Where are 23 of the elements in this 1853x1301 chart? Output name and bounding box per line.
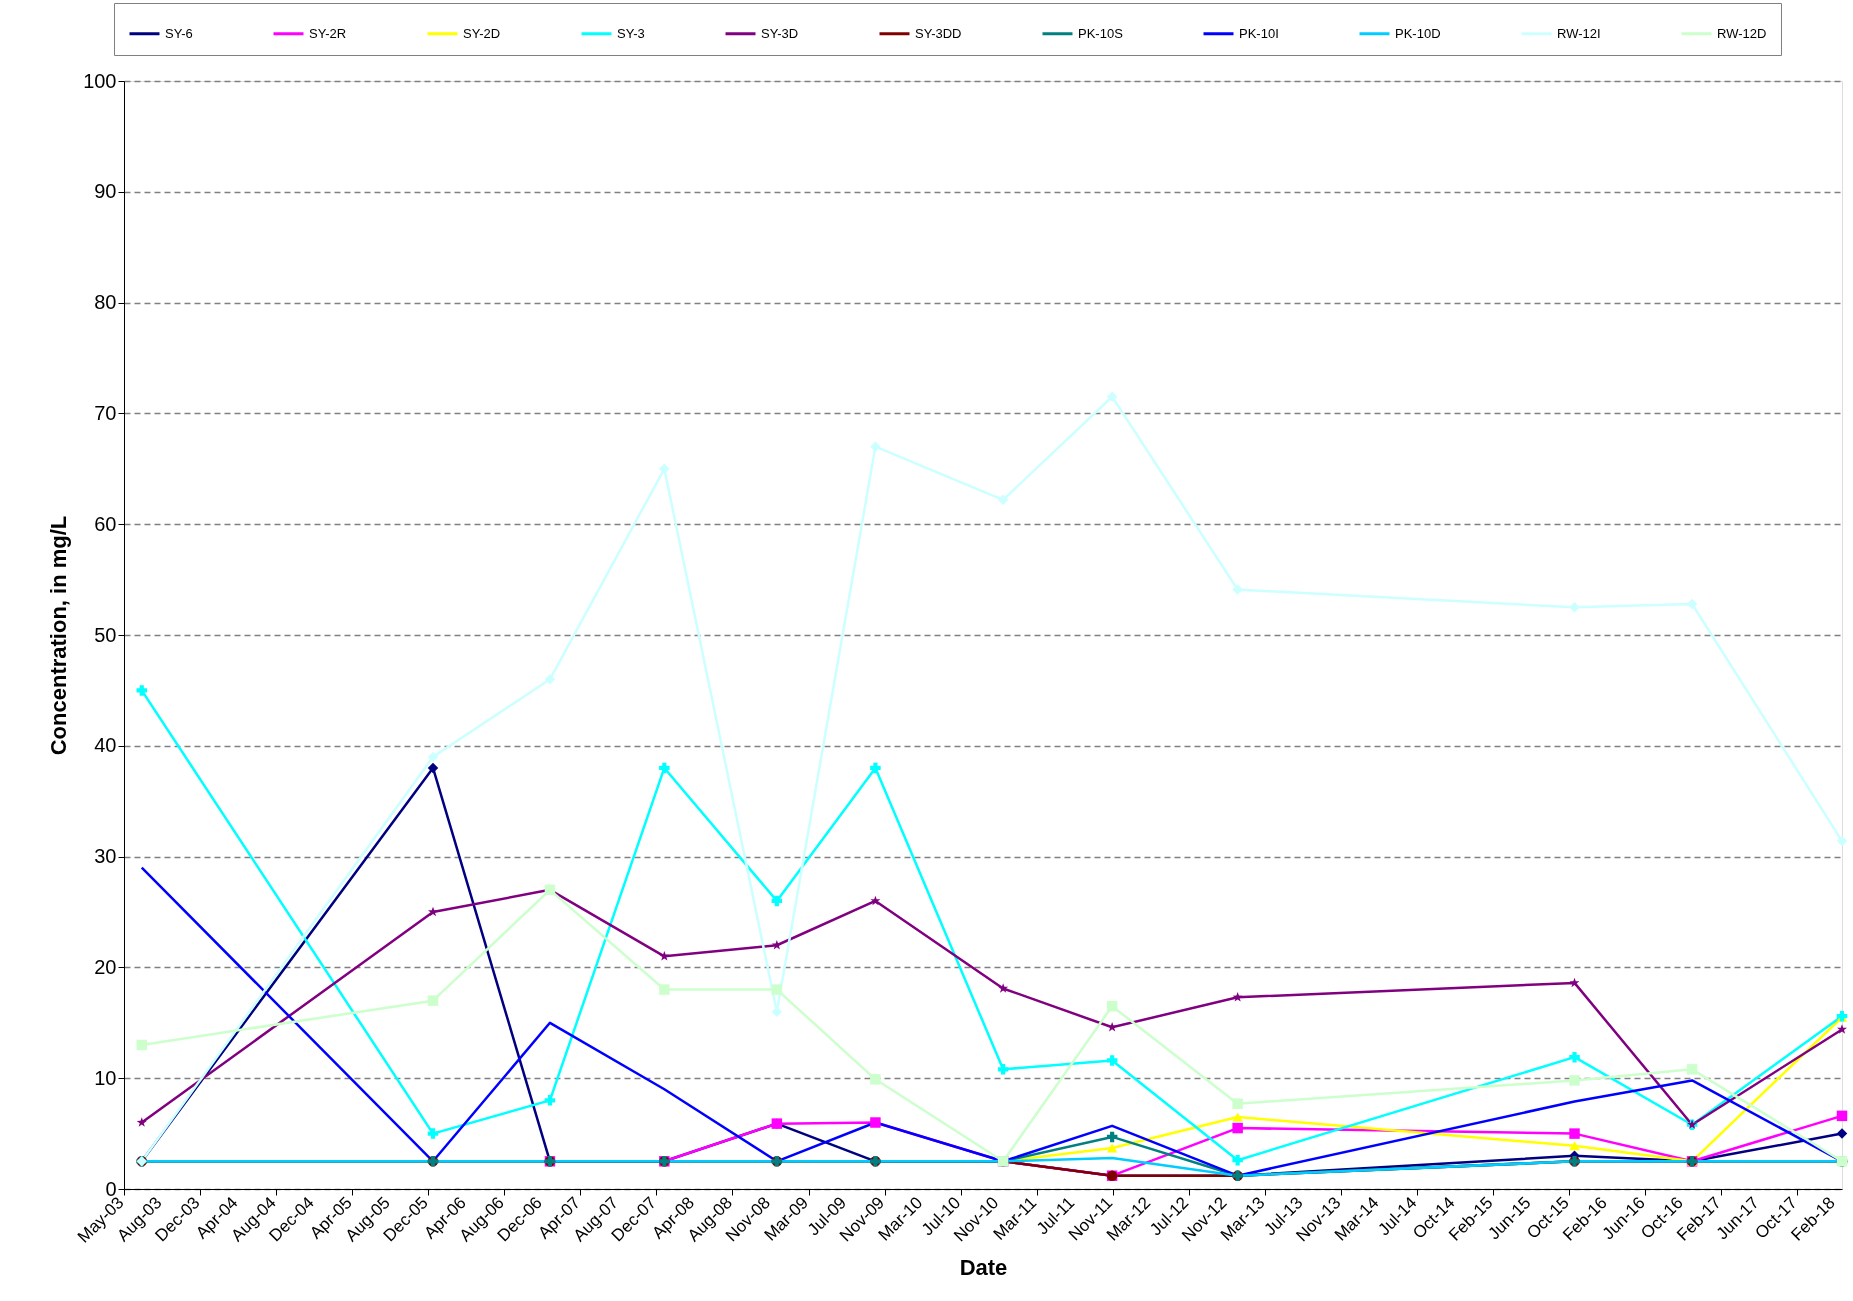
legend-label: SY-3DD [915, 25, 962, 41]
legend-label: PK-10D [1395, 25, 1441, 41]
legend-label: SY-3 [617, 25, 645, 41]
y-tick-label: 70 [94, 401, 117, 424]
legend-label: RW-12I [1557, 25, 1601, 41]
legend-label: SY-2R [309, 25, 347, 41]
y-tick-label: 60 [94, 512, 117, 535]
y-tick-label: 30 [94, 845, 117, 868]
legend-label: PK-10I [1239, 25, 1279, 41]
legend-label: SY-6 [165, 25, 193, 41]
y-tick-label: 100 [83, 69, 117, 92]
y-tick-label: 80 [94, 291, 117, 314]
y-tick-label: 50 [94, 623, 117, 646]
legend-label: RW-12D [1717, 25, 1767, 41]
y-tick-label: 90 [94, 180, 117, 203]
legend-label: PK-10S [1078, 25, 1124, 41]
y-tick-label: 10 [94, 1066, 117, 1089]
legend-label: SY-3D [761, 25, 799, 41]
x-axis-title: Date [959, 1255, 1008, 1280]
y-tick-label: 20 [94, 955, 117, 978]
y-tick-label: 40 [94, 734, 117, 757]
legend-label: SY-2D [463, 25, 501, 41]
y-axis-title: Concentration, in mg/L [46, 515, 72, 756]
